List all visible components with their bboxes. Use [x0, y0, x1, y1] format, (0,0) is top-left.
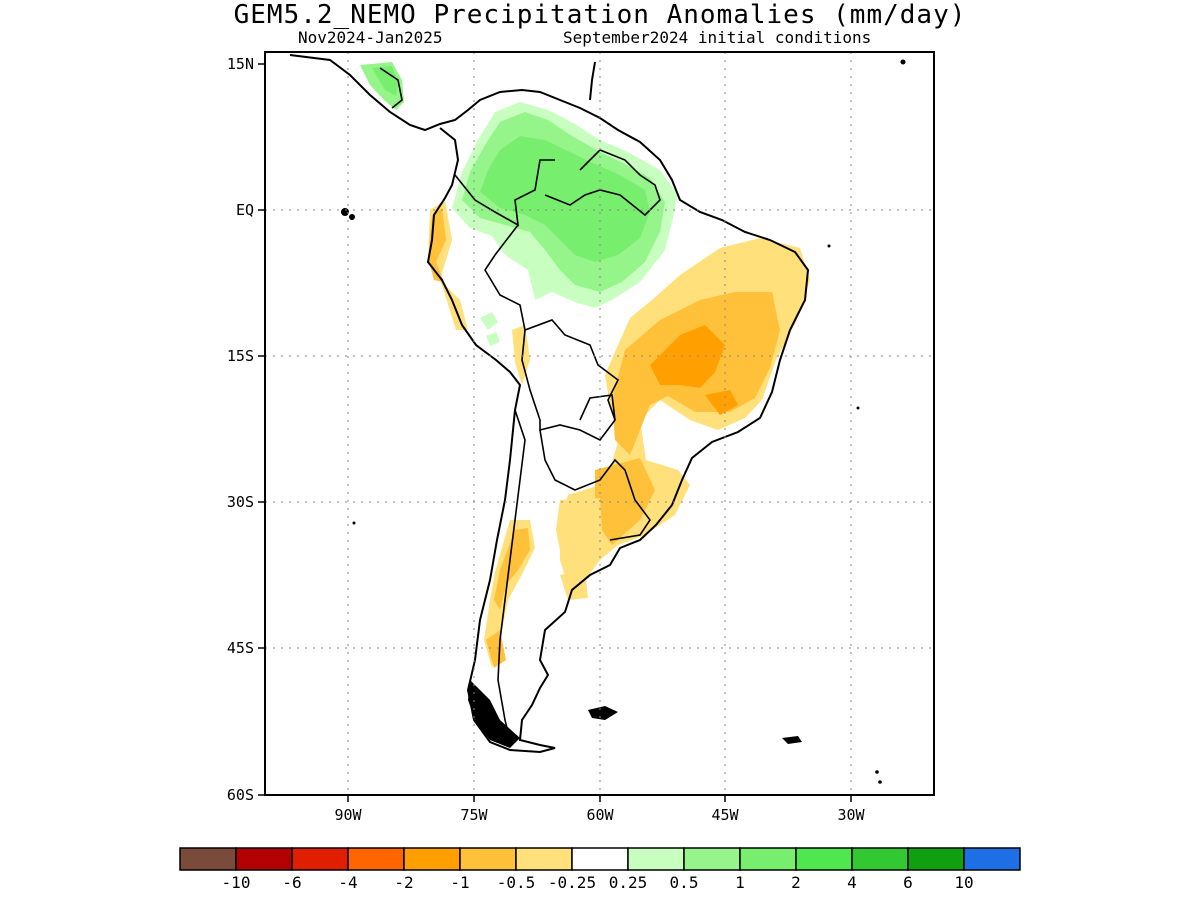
map-area [265, 52, 934, 795]
colorbar-swatch [515, 847, 573, 871]
lon-label-75w: 75W [460, 806, 488, 824]
dry-anomaly-regions [428, 200, 810, 668]
colorbar-label: 0.25 [609, 873, 648, 892]
colorbar-label: 1 [735, 873, 745, 892]
colorbar-swatch [851, 847, 909, 871]
colorbar-swatch [627, 847, 685, 871]
colorbar-label: 0.5 [670, 873, 699, 892]
colorbar-label: -1 [450, 873, 469, 892]
colorbar-swatch [179, 847, 237, 871]
colorbar-label: -6 [282, 873, 301, 892]
colorbar-swatch [459, 847, 517, 871]
lat-label-45s: 45S [227, 639, 254, 657]
lon-label-90w: 90W [334, 806, 362, 824]
lat-label-15s: 15S [227, 347, 254, 365]
lat-label-15n: 15N [227, 55, 254, 73]
lon-label-60w: 60W [586, 806, 614, 824]
colorbar-swatch [403, 847, 461, 871]
colorbar-label: -2 [394, 873, 413, 892]
colorbar-swatch [235, 847, 293, 871]
colorbar-swatch [683, 847, 741, 871]
colorbar-swatch [795, 847, 853, 871]
colorbar-swatch [347, 847, 405, 871]
initial-conditions: September2024 initial conditions [563, 28, 872, 47]
lon-label-45w: 45W [711, 806, 739, 824]
lon-label-30w: 30W [837, 806, 865, 824]
colorbar-label: -10 [222, 873, 251, 892]
tick-marks [258, 63, 852, 802]
colorbar-swatch [907, 847, 965, 871]
colorbar: -10 -6 -4 -2 -1 -0.5 -0.25 0.25 0.5 1 2 4 6 10 [179, 847, 1021, 892]
colorbar-label: -0.25 [548, 873, 596, 892]
forecast-period: Nov2024-Jan2025 [298, 28, 443, 47]
colorbar-swatch [739, 847, 797, 871]
colorbar-label: 10 [954, 873, 973, 892]
country-borders [379, 67, 661, 741]
coastlines [289, 54, 810, 754]
colorbar-swatch [571, 847, 629, 871]
colorbar-label: 2 [791, 873, 801, 892]
colorbar-label: -4 [338, 873, 357, 892]
map-title: GEM5.2_NEMO Precipitation Anomalies (mm/… [233, 0, 967, 30]
lat-label-60s: 60S [227, 786, 254, 804]
islands [341, 59, 906, 784]
colorbar-label: 6 [903, 873, 913, 892]
lat-label-eq: EQ [236, 201, 254, 219]
colorbar-label: -0.5 [497, 873, 536, 892]
colorbar-label: 4 [847, 873, 857, 892]
colorbar-swatch [291, 847, 349, 871]
colorbar-swatch [963, 847, 1021, 871]
lat-label-30s: 30S [227, 493, 254, 511]
